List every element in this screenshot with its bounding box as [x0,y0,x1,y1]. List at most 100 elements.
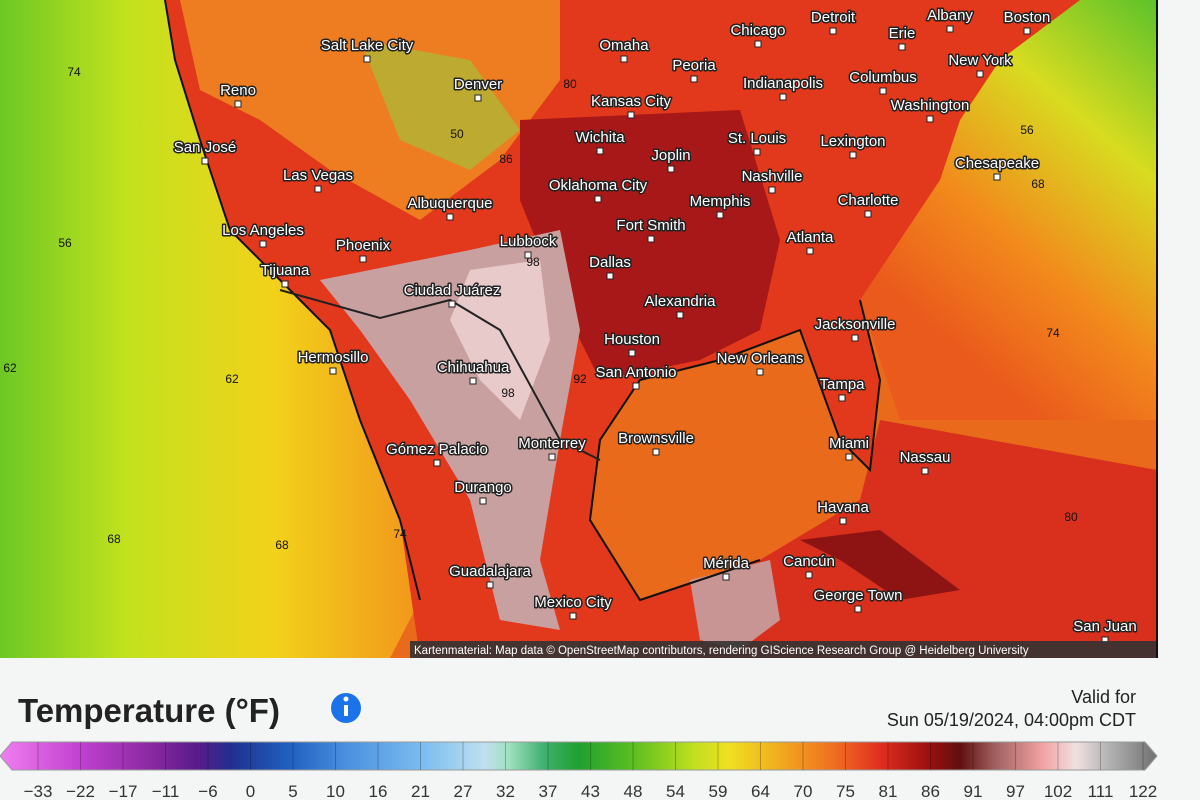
city-marker [632,382,640,390]
contour-label: 56 [58,236,72,250]
gulf-coast [588,299,882,602]
city-label[interactable]: Lubbock [498,232,558,252]
city-label[interactable]: Chihuahua [435,358,511,378]
city-label[interactable]: Monterrey [517,434,588,454]
city-marker [829,27,837,35]
city-label[interactable]: George Town [812,586,904,606]
contour-label: 62 [3,361,17,375]
city-label[interactable]: Peoria [671,56,718,76]
city-label[interactable]: Chicago [729,21,787,41]
color-bar-ticks: −33 −22 −17 −11 −6 0 5 10 16 21 27 32 37 43 48 54 59 64 70… [24,742,1157,800]
city-label[interactable]: Kansas City [589,92,673,112]
city-label[interactable]: Durango [453,478,514,498]
city-label[interactable]: Tijuana [259,261,311,281]
city-label[interactable]: San Juan [1072,617,1138,637]
city-label[interactable]: Columbus [848,68,919,88]
city-marker [652,448,660,456]
city-label[interactable]: Reno [219,81,258,101]
city-label[interactable]: St. Louis [726,129,787,149]
contour-label: 98 [501,386,515,400]
city-marker [627,111,635,119]
highlands-green [360,40,520,170]
city-label[interactable]: Indianapolis [741,74,824,94]
city-label[interactable]: Guadalajara [448,562,533,582]
city-label[interactable]: Las Vegas [281,166,354,186]
city-label[interactable]: Erie [887,24,917,44]
city-label[interactable]: Miami [828,434,871,454]
city-label[interactable]: Dallas [588,253,633,273]
city-label[interactable]: Detroit [809,8,857,28]
info-button[interactable] [331,693,361,723]
city-marker [849,151,857,159]
city-marker [201,157,209,165]
tick-label: 59 [709,782,728,800]
city-marker [259,240,267,248]
city-label[interactable]: Brownsville [617,429,696,449]
city-label[interactable]: Atlanta [785,228,835,248]
city-label[interactable]: Phoenix [334,236,392,256]
city-marker [854,605,862,613]
city-label[interactable]: New Orleans [715,349,805,369]
city-label[interactable]: Denver [452,75,503,95]
tick-label: 64 [751,782,770,800]
coastline [164,0,421,601]
city-label[interactable]: San Antonio [594,363,678,383]
city-label[interactable]: Los Angeles [221,221,306,241]
city-label[interactable]: Memphis [688,192,752,212]
city-label[interactable]: Fort Smith [615,216,687,236]
contour-label: 80 [1064,510,1078,524]
city-marker [548,453,556,461]
city-label[interactable]: Chesapeake [953,154,1040,174]
city-marker [851,334,859,342]
city-label[interactable]: Havana [816,498,871,518]
tick-label: 111 [1088,782,1114,800]
city-label[interactable]: Boston [1002,8,1052,28]
city-label[interactable]: Ciudad Juárez [402,281,502,301]
tick-label: 70 [794,782,813,800]
city-label[interactable]: Mexico City [533,593,614,613]
city-label[interactable]: Nashville [740,167,804,187]
city-label[interactable]: Cancún [782,552,837,572]
city-label[interactable]: Salt Lake City [319,36,415,56]
city-label[interactable]: Alexandria [643,292,718,312]
city-label[interactable]: Joplin [650,146,692,166]
contour-label: 62 [225,372,239,386]
city-label[interactable]: Wichita [574,128,627,148]
city-marker [628,349,636,357]
city-marker [690,75,698,83]
city-marker [754,40,762,48]
city-label[interactable]: Lexington [819,132,887,152]
tick-label: 43 [581,782,600,800]
city-label[interactable]: San José [172,138,238,158]
tick-label: 0 [246,782,255,800]
city-label[interactable]: Nassau [898,448,952,468]
tick-label: 102 [1044,782,1072,800]
contour-label: 56 [1020,123,1034,137]
city-label[interactable]: Mérida [702,554,752,574]
city-label[interactable]: Gómez Palacio [385,440,490,460]
city-label[interactable]: Tampa [818,375,867,395]
city-label[interactable]: Oklahoma City [547,176,649,196]
tick-label: 21 [411,782,430,800]
city-marker [363,55,371,63]
city-marker [469,377,477,385]
city-label[interactable]: Hermosillo [296,348,370,368]
attribution: Kartenmaterial: Map data © OpenStreetMap… [414,645,1029,657]
tick-label: 48 [624,782,643,800]
city-marker [753,148,761,156]
city-marker [667,165,675,173]
city-label[interactable]: Omaha [598,36,651,56]
city-marker [779,93,787,101]
city-label[interactable]: Jacksonville [813,315,897,335]
tick-label: 10 [326,782,345,800]
city-label[interactable]: Charlotte [836,191,900,211]
city-marker [993,173,1001,181]
cuba [800,530,960,600]
city-label[interactable]: New York [947,51,1014,71]
city-label[interactable]: Houston [603,330,662,350]
city-label[interactable]: Washington [889,96,971,116]
city-label[interactable]: Albuquerque [406,194,494,214]
city-label[interactable]: Albany [926,6,975,26]
tick-label: 37 [539,782,558,800]
